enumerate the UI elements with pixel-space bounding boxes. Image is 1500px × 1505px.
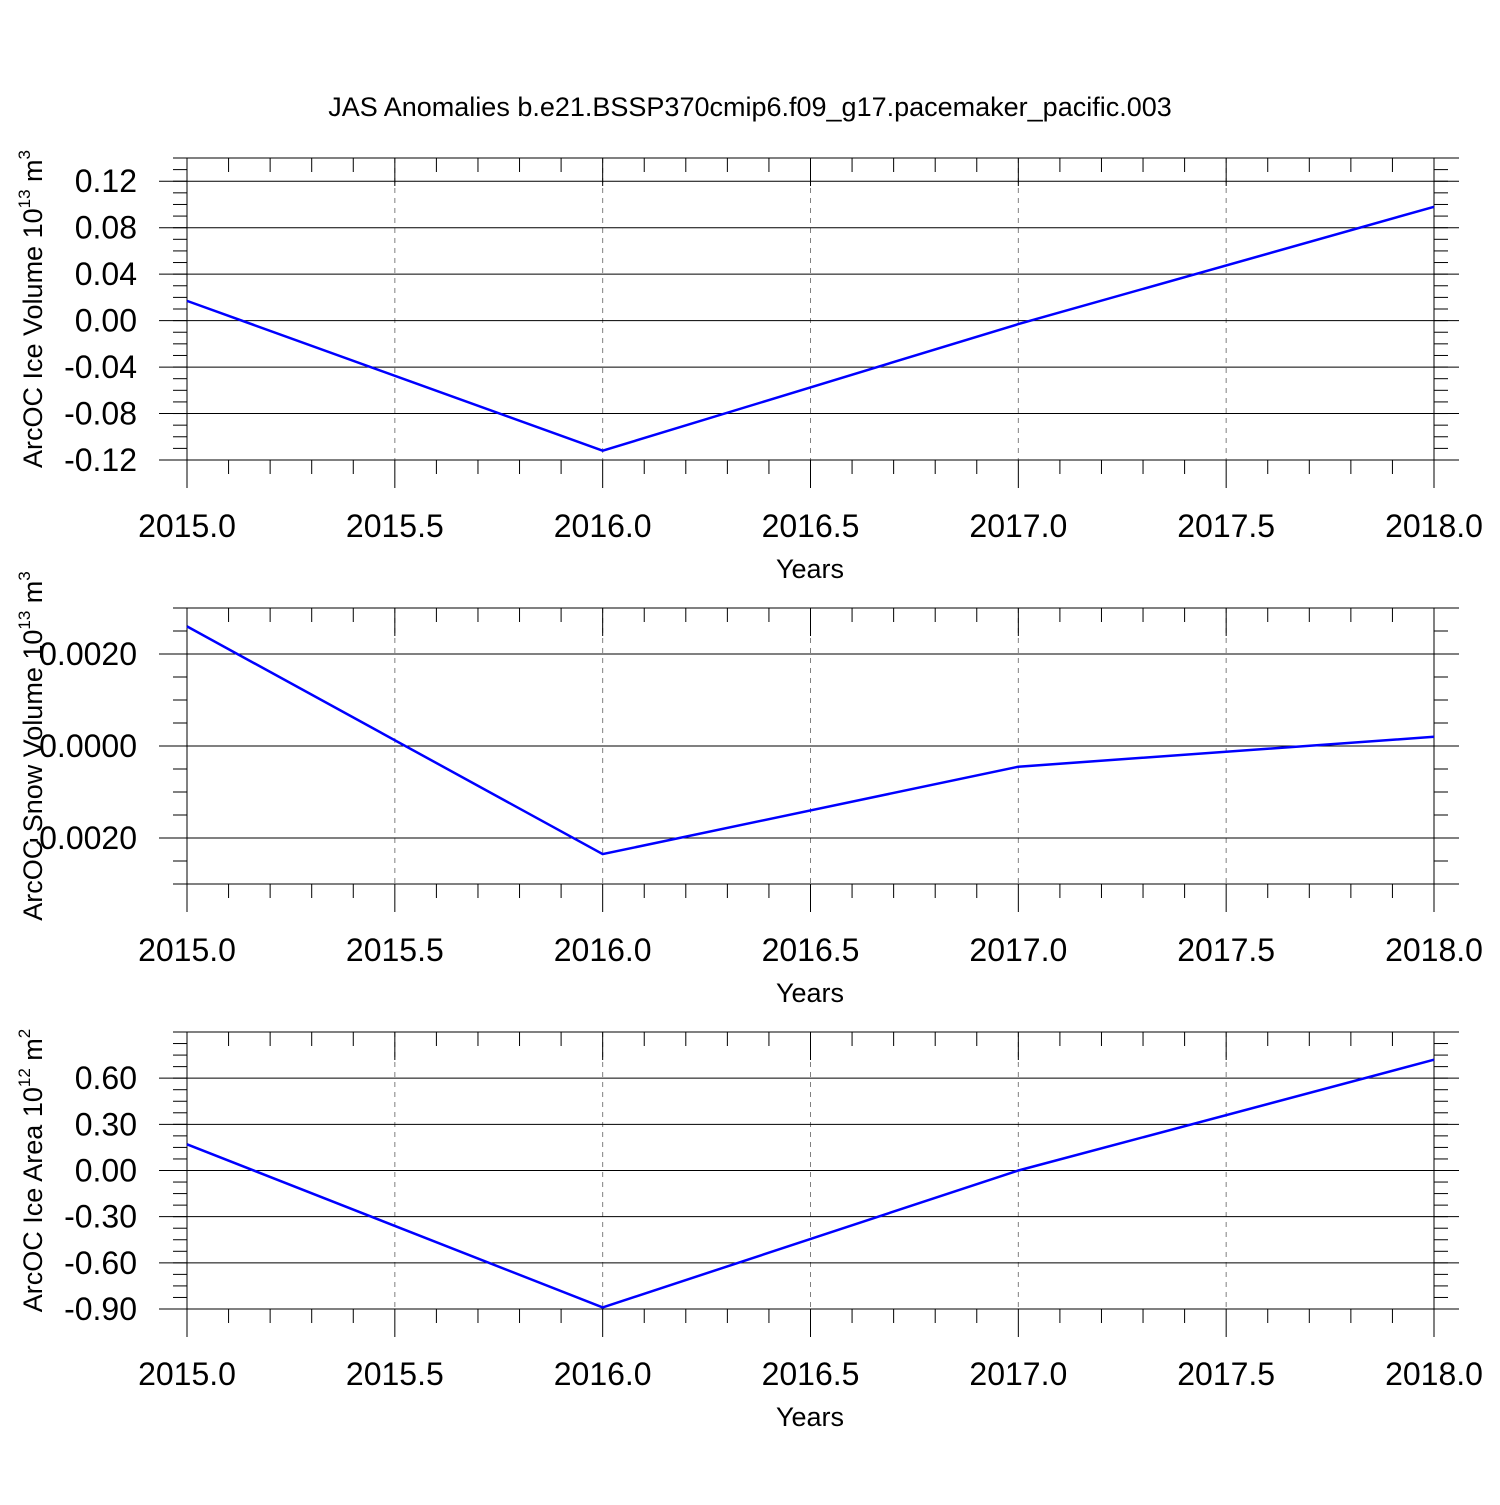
y-tick-label: -0.12 <box>64 442 137 478</box>
x-tick-label: 2018.0 <box>1385 932 1483 968</box>
y-axis-label: ArcOC Ice Area 1012 m2 <box>15 1029 48 1313</box>
x-axis-label: Years <box>776 1402 844 1432</box>
x-tick-label: 2017.5 <box>1177 1356 1275 1392</box>
y-tick-label: 0.12 <box>75 163 137 199</box>
x-tick-label: 2016.5 <box>762 508 860 544</box>
x-tick-label: 2017.0 <box>969 932 1067 968</box>
series-line <box>186 625 1435 856</box>
y-tick-label: -0.30 <box>64 1199 137 1235</box>
series-line <box>186 205 1435 453</box>
y-tick-label: 0.04 <box>75 256 137 292</box>
y-axis-label: ArcOC Ice Volume 1013 m3 <box>15 150 48 468</box>
chart-panel-1: -0.12 -0.08 -0.04 0.00 0.04 0.08 0.12 2015.0 201… <box>15 150 1483 584</box>
chart-panel-2: -0.0020 0.0000 0.0020 2015.0 2015.5 2016.0 201… <box>15 571 1483 1008</box>
y-tick-label: 0.0020 <box>39 636 137 672</box>
x-tick-label: 2015.5 <box>346 508 444 544</box>
x-tick-label: 2017.0 <box>969 508 1067 544</box>
x-tick-label: 2017.0 <box>969 1356 1067 1392</box>
y-tick-label: -0.90 <box>64 1291 137 1327</box>
x-tick-label: 2016.0 <box>554 1356 652 1392</box>
y-tick-label: 0.08 <box>75 210 137 246</box>
y-tick-label: -0.08 <box>64 396 137 432</box>
x-tick-label: 2018.0 <box>1385 508 1483 544</box>
x-axis-label: Years <box>776 554 844 584</box>
series-line <box>186 1058 1435 1309</box>
x-tick-label: 2016.0 <box>554 932 652 968</box>
chart-title: JAS Anomalies b.e21.BSSP370cmip6.f09_g17… <box>328 92 1172 122</box>
x-tick-label: 2015.0 <box>138 508 236 544</box>
x-tick-label: 2016.5 <box>762 932 860 968</box>
x-tick-label: 2016.0 <box>554 508 652 544</box>
y-tick-label: -0.04 <box>64 349 137 385</box>
x-tick-label: 2018.0 <box>1385 1356 1483 1392</box>
x-tick-label: 2017.5 <box>1177 508 1275 544</box>
x-tick-label: 2016.5 <box>762 1356 860 1392</box>
y-tick-label: 0.30 <box>75 1106 137 1142</box>
y-tick-label: 0.00 <box>75 1153 137 1189</box>
y-tick-label: 0.00 <box>75 303 137 339</box>
x-tick-label: 2015.5 <box>346 1356 444 1392</box>
x-tick-label: 2015.5 <box>346 932 444 968</box>
y-tick-label: 0.60 <box>75 1060 137 1096</box>
x-axis-label: Years <box>776 978 844 1008</box>
y-tick-label: 0.0000 <box>39 728 137 764</box>
y-tick-label: -0.60 <box>64 1245 137 1281</box>
x-tick-label: 2017.5 <box>1177 932 1275 968</box>
chart-panel-3: -0.90 -0.60 -0.30 0.00 0.30 0.60 2015.0 2015.5 2… <box>15 1029 1483 1432</box>
y-tick-label: -0.0020 <box>28 820 137 856</box>
y-axis-label: ArcOC Snow Volume 1013 m3 <box>15 571 48 921</box>
x-tick-label: 2015.0 <box>138 1356 236 1392</box>
x-tick-label: 2015.0 <box>138 932 236 968</box>
